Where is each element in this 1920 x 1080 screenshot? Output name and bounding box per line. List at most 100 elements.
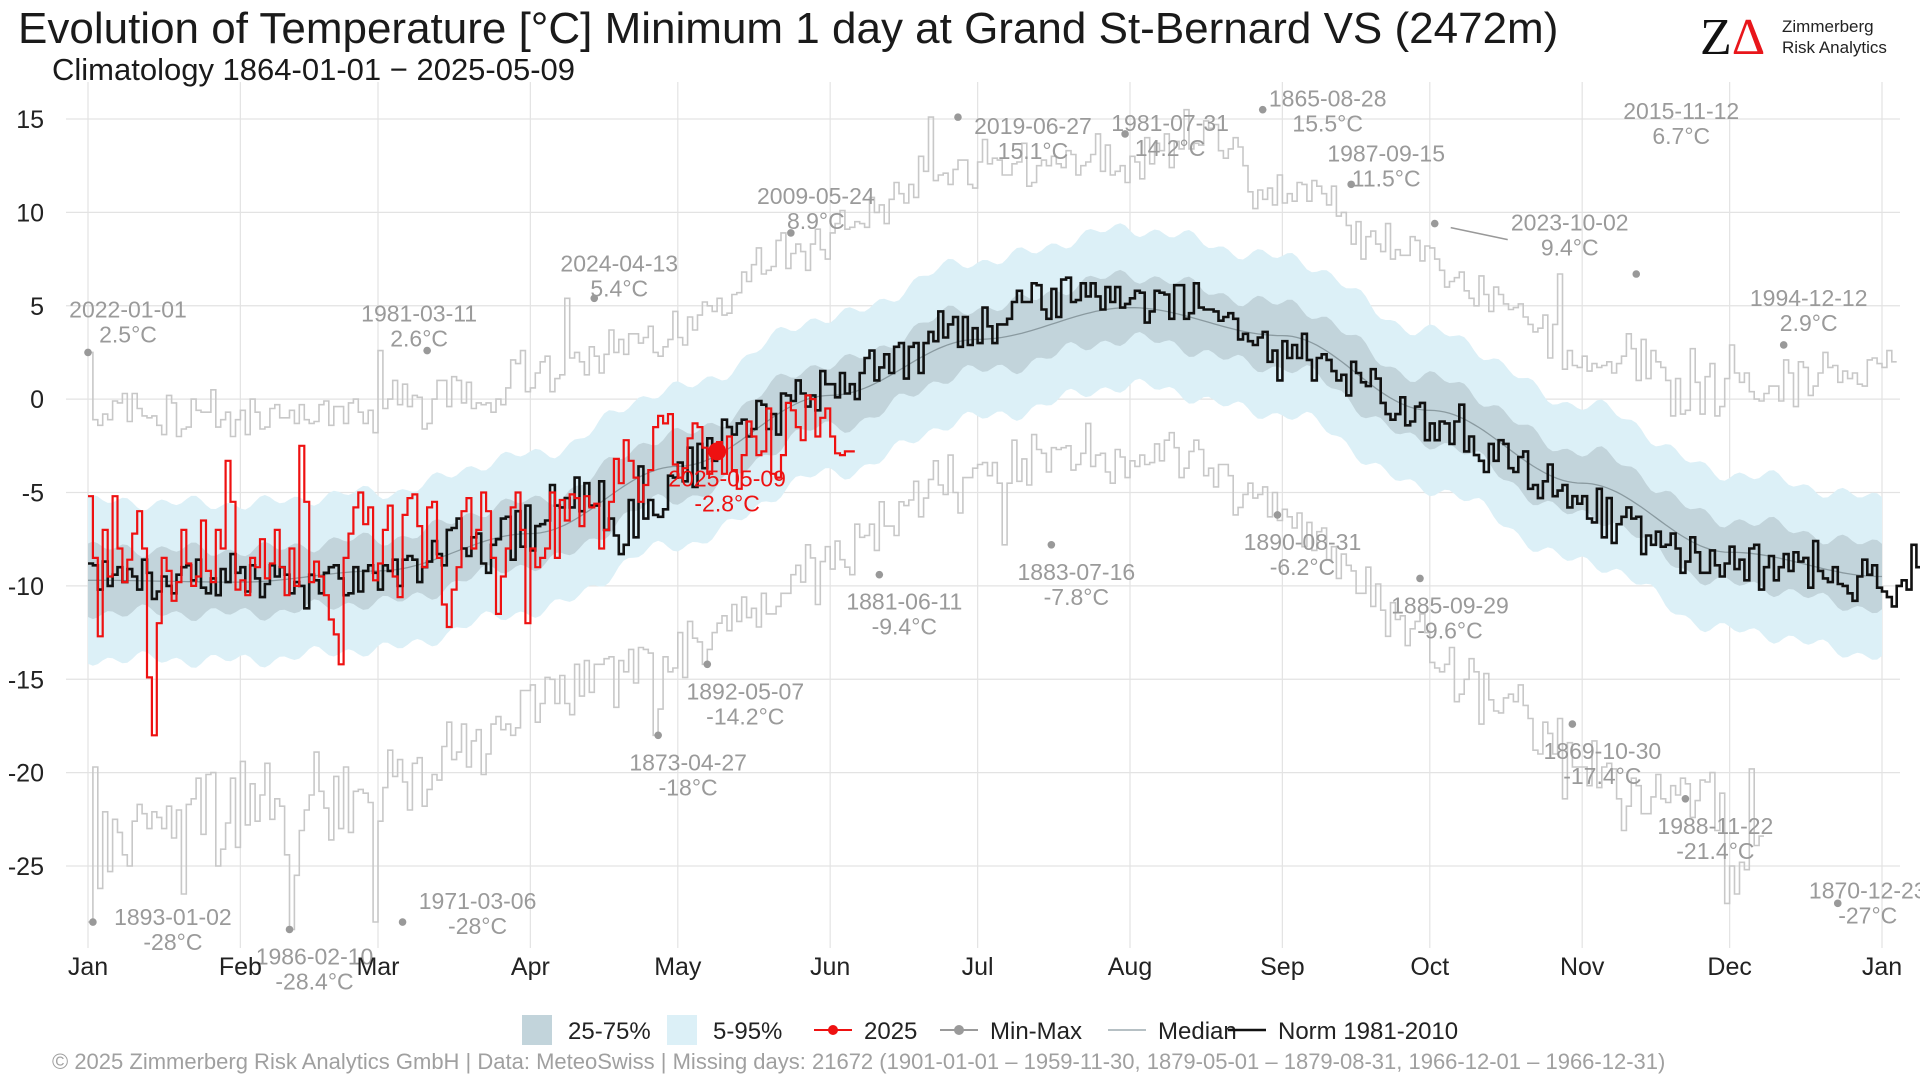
x-tick-label: Mar xyxy=(356,953,399,981)
record-point xyxy=(1833,899,1842,908)
record-point xyxy=(398,918,407,926)
annotation-value: 5.4°C xyxy=(590,275,648,301)
annotation-date: 1893-01-02 xyxy=(114,904,232,930)
annotation-value: 9.4°C xyxy=(1541,235,1599,261)
y-tick-label: -5 xyxy=(22,480,44,508)
record-point xyxy=(703,660,712,669)
record-point xyxy=(954,113,962,121)
record-point xyxy=(84,348,92,357)
legend-swatch xyxy=(667,1015,697,1045)
legend-label: Min-Max xyxy=(990,1018,1082,1045)
legend-label: 2025 xyxy=(864,1018,917,1045)
annotation-value: -18°C xyxy=(659,774,718,800)
record-point xyxy=(1568,720,1577,728)
record-point xyxy=(1430,219,1439,228)
x-tick-label: Jun xyxy=(810,953,850,981)
record-annotations: 2022-01-012.5°C1893-01-02-28°C1986-02-10… xyxy=(69,86,1920,995)
record-point xyxy=(1779,341,1788,349)
record-lines xyxy=(88,108,1897,931)
y-tick-label: 0 xyxy=(30,386,44,414)
annotation-value: 8.9°C xyxy=(787,208,845,234)
annotation-value: -21.4°C xyxy=(1676,838,1754,864)
annotation-date: 1971-03-06 xyxy=(419,888,537,914)
logo-mark-delta: Δ xyxy=(1731,9,1766,66)
y-tick-label: -20 xyxy=(8,760,44,788)
annotation-value: -7.8°C xyxy=(1044,584,1109,610)
annotation-value: 11.5°C xyxy=(1352,165,1421,191)
annotation-date: 1869-10-30 xyxy=(1544,738,1662,764)
record-point xyxy=(285,925,294,934)
percentile-bands xyxy=(88,223,1882,668)
record-point xyxy=(1681,794,1690,803)
y-tick-label: -15 xyxy=(8,666,44,694)
annotation-date: 1890-08-31 xyxy=(1244,529,1362,555)
annotation-value: 6.7°C xyxy=(1652,123,1710,149)
logo-text: Zimmerberg Risk Analytics xyxy=(1782,16,1887,58)
legend: 25-75% 5-95% 2025 Min-Max Median Norm 1981-20… xyxy=(522,1015,1458,1045)
record-point xyxy=(1121,130,1129,138)
record-point xyxy=(423,346,431,355)
x-tick-label: Jan xyxy=(1862,953,1902,981)
annotation-value: 2.5°C xyxy=(99,321,157,347)
annotation-value: -2.8°C xyxy=(694,490,759,516)
chart-subtitle: Climatology 1864-01-01 − 2025-05-09 xyxy=(52,52,576,87)
x-tick-label: May xyxy=(654,953,702,981)
annotation-date: 1986-02-10 xyxy=(256,943,374,969)
record-point xyxy=(89,918,97,926)
annotation-date: 2022-01-01 xyxy=(69,296,187,322)
annotation-date: 1870-12-23 xyxy=(1809,877,1920,903)
record-point xyxy=(590,294,599,303)
record-point xyxy=(1273,511,1282,519)
annotation-date: 1883-07-16 xyxy=(1018,559,1136,585)
chart-title: Evolution of Temperature [°C] Minimum 1 … xyxy=(18,4,1559,53)
annotation-date: 1892-05-07 xyxy=(686,678,804,704)
annotation-value: -9.6°C xyxy=(1417,617,1482,643)
annotation-date: 2019-06-27 xyxy=(974,113,1092,139)
annotation-value: 2.6°C xyxy=(390,326,448,352)
annotation-value: -28.4°C xyxy=(275,968,353,994)
annotation-date: 2024-04-13 xyxy=(560,250,678,276)
brand-logo: ZΔ Zimmerberg Risk Analytics xyxy=(1700,10,1900,66)
y-tick-label: 15 xyxy=(16,106,44,134)
y-tick-label: 10 xyxy=(16,199,44,227)
legend-label: Median xyxy=(1158,1018,1237,1045)
annotation-date: 1865-08-28 xyxy=(1269,86,1387,112)
record-point xyxy=(654,731,662,740)
y-tick-label: 5 xyxy=(30,293,44,321)
annotation-date: 1988-11-22 xyxy=(1657,813,1773,839)
legend-swatch xyxy=(522,1015,552,1045)
annotation-value: -28°C xyxy=(448,913,507,939)
current-day-point xyxy=(708,442,727,461)
annotation-value: -14.2°C xyxy=(706,703,784,729)
legend-swatch-point xyxy=(954,1025,964,1035)
record-point xyxy=(875,570,884,579)
annotation-value: 14.2°C xyxy=(1135,135,1206,161)
annotation-value: -9.4°C xyxy=(872,614,937,640)
series-2025-line xyxy=(88,394,855,737)
annotation-date: 1885-09-29 xyxy=(1391,592,1509,618)
annotation-date: 1987-09-15 xyxy=(1327,140,1445,166)
annotation-value: -28°C xyxy=(143,929,202,955)
y-tick-label: -10 xyxy=(8,573,44,601)
record-point xyxy=(1047,540,1056,549)
series-lines xyxy=(88,276,1920,737)
x-tick-label: Oct xyxy=(1410,953,1449,981)
record-point xyxy=(787,229,795,237)
logo-mark: ZΔ xyxy=(1700,10,1765,66)
annotation-value: -27°C xyxy=(1838,902,1897,928)
x-tick-label: Sep xyxy=(1260,953,1304,981)
x-tick-label: Jan xyxy=(68,953,108,981)
legend-swatch-point xyxy=(828,1025,838,1035)
x-tick-label: Feb xyxy=(219,953,262,981)
record-point xyxy=(1347,180,1355,189)
annotation-date: 1994-12-12 xyxy=(1750,285,1868,311)
record-point xyxy=(1258,105,1267,114)
x-tick-label: Jul xyxy=(962,953,994,981)
annotation-date: 2015-11-12 xyxy=(1623,98,1739,124)
x-tick-label: Dec xyxy=(1707,953,1751,981)
annotation-date: 1981-03-11 xyxy=(361,301,477,327)
record-max-line xyxy=(88,108,1897,438)
annotation-date: 1873-04-27 xyxy=(629,749,747,775)
record-point xyxy=(1416,574,1424,583)
legend-label: Norm 1981-2010 xyxy=(1278,1018,1458,1045)
